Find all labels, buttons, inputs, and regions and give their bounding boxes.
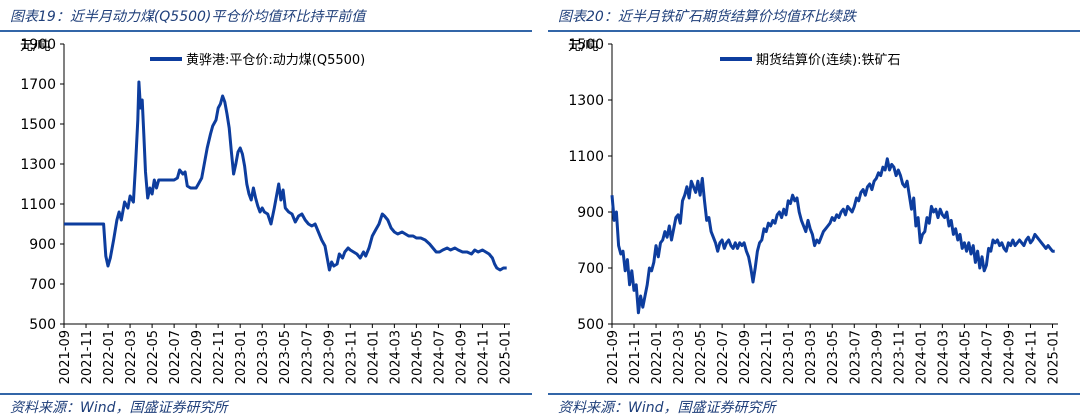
x-tick-label: 2022-09 [190,330,205,384]
x-tick-label: 2022-09 [738,330,753,384]
x-tick-label: 2023-01 [234,330,249,384]
y-tick-label: 1100 [20,197,56,213]
x-tick-label: 2024-09 [1002,330,1017,384]
legend-label: 期货结算价(连续):铁矿石 [756,52,901,68]
y-tick-label: 1700 [20,77,56,93]
unit-label: 元/吨 [20,39,50,54]
x-tick-label: 2023-03 [804,330,819,384]
x-tick-label: 2022-01 [102,330,117,384]
figure-panel-right: 图表20：近半月铁矿石期货结算价均值环比续跌 元/吨 500 700 900 1100 1… [548,0,1080,417]
x-tick-label: 2024-11 [476,330,491,384]
x-tick-label: 2023-07 [300,330,315,384]
x-tick-label: 2022-11 [760,330,775,384]
x-tick-label: 2021-09 [606,330,621,384]
iron-ore-price-chart: 元/吨 500 700 900 1100 1300 1500 2021-09 2021-11 20… [568,37,1061,384]
x-tick-label: 2024-03 [936,330,951,384]
x-tick-label: 2024-07 [432,330,447,384]
x-tick-label: 2023-11 [892,330,907,384]
x-tick-label: 2023-09 [322,330,337,384]
x-tick-label: 2021-09 [58,330,73,384]
x-tick-label: 2024-09 [454,330,469,384]
source-note: 资料来源：Wind，国盛证券研究所 [10,400,228,416]
y-tick-label: 900 [577,205,604,221]
x-tick-label: 2023-07 [848,330,863,384]
series-line [64,80,507,272]
y-tick-label: 1500 [568,37,604,53]
y-tick-label: 1300 [568,93,604,109]
x-tick-label: 2022-03 [672,330,687,384]
y-tick-label: 1500 [20,117,56,133]
x-tick-label: 2024-05 [958,330,973,384]
x-tick-label: 2022-01 [650,330,665,384]
x-tick-label: 2023-11 [344,330,359,384]
coal-price-chart: 元/吨 500 700 900 1100 1300 1500 1700 1900 2021-09 2… [20,37,513,384]
figure-title: 图表19：近半月动力煤(Q5500)平仓价均值环比持平前值 [10,9,366,25]
x-tick-label: 2023-05 [278,330,293,384]
x-tick-label: 2024-11 [1024,330,1039,384]
y-tick-label: 1300 [20,157,56,173]
x-tick-label: 2024-05 [410,330,425,384]
source-rule [0,393,532,395]
x-tick-label: 2022-05 [694,330,709,384]
x-tick-label: 2025-01 [498,330,513,384]
x-tick-label: 2021-11 [628,330,643,384]
x-tick-label: 2024-03 [388,330,403,384]
title-rule [548,30,1080,32]
unit-label: 元/吨 [568,39,598,54]
x-tick-label: 2023-03 [256,330,271,384]
x-tick-label: 2024-07 [980,330,995,384]
series-line [610,157,1055,315]
x-tick-label: 2024-01 [366,330,381,384]
x-tick-label: 2022-07 [168,330,183,384]
y-tick-label: 500 [577,317,604,333]
x-tick-label: 2023-05 [826,330,841,384]
x-tick-label: 2021-11 [80,330,95,384]
figure-title: 图表20：近半月铁矿石期货结算价均值环比续跌 [558,9,856,25]
figure-panel-left: 图表19：近半月动力煤(Q5500)平仓价均值环比持平前值 元/吨 500 700 9… [0,0,532,417]
x-tick-label: 2024-01 [914,330,929,384]
source-rule [548,393,1080,395]
source-note: 资料来源：Wind，国盛证券研究所 [558,400,776,416]
y-tick-label: 900 [29,237,56,253]
y-tick-label: 1100 [568,149,604,165]
x-tick-label: 2022-11 [212,330,227,384]
x-tick-label: 2022-07 [716,330,731,384]
x-tick-label: 2023-09 [870,330,885,384]
y-tick-label: 500 [29,317,56,333]
title-rule [0,30,532,32]
x-tick-label: 2022-05 [146,330,161,384]
y-tick-label: 700 [29,277,56,293]
x-tick-label: 2025-01 [1046,330,1061,384]
y-tick-label: 1900 [20,37,56,53]
x-tick-label: 2022-03 [124,330,139,384]
x-tick-label: 2023-01 [782,330,797,384]
y-tick-label: 700 [577,261,604,277]
legend-label: 黄骅港:平仓价:动力煤(Q5500) [186,53,365,68]
